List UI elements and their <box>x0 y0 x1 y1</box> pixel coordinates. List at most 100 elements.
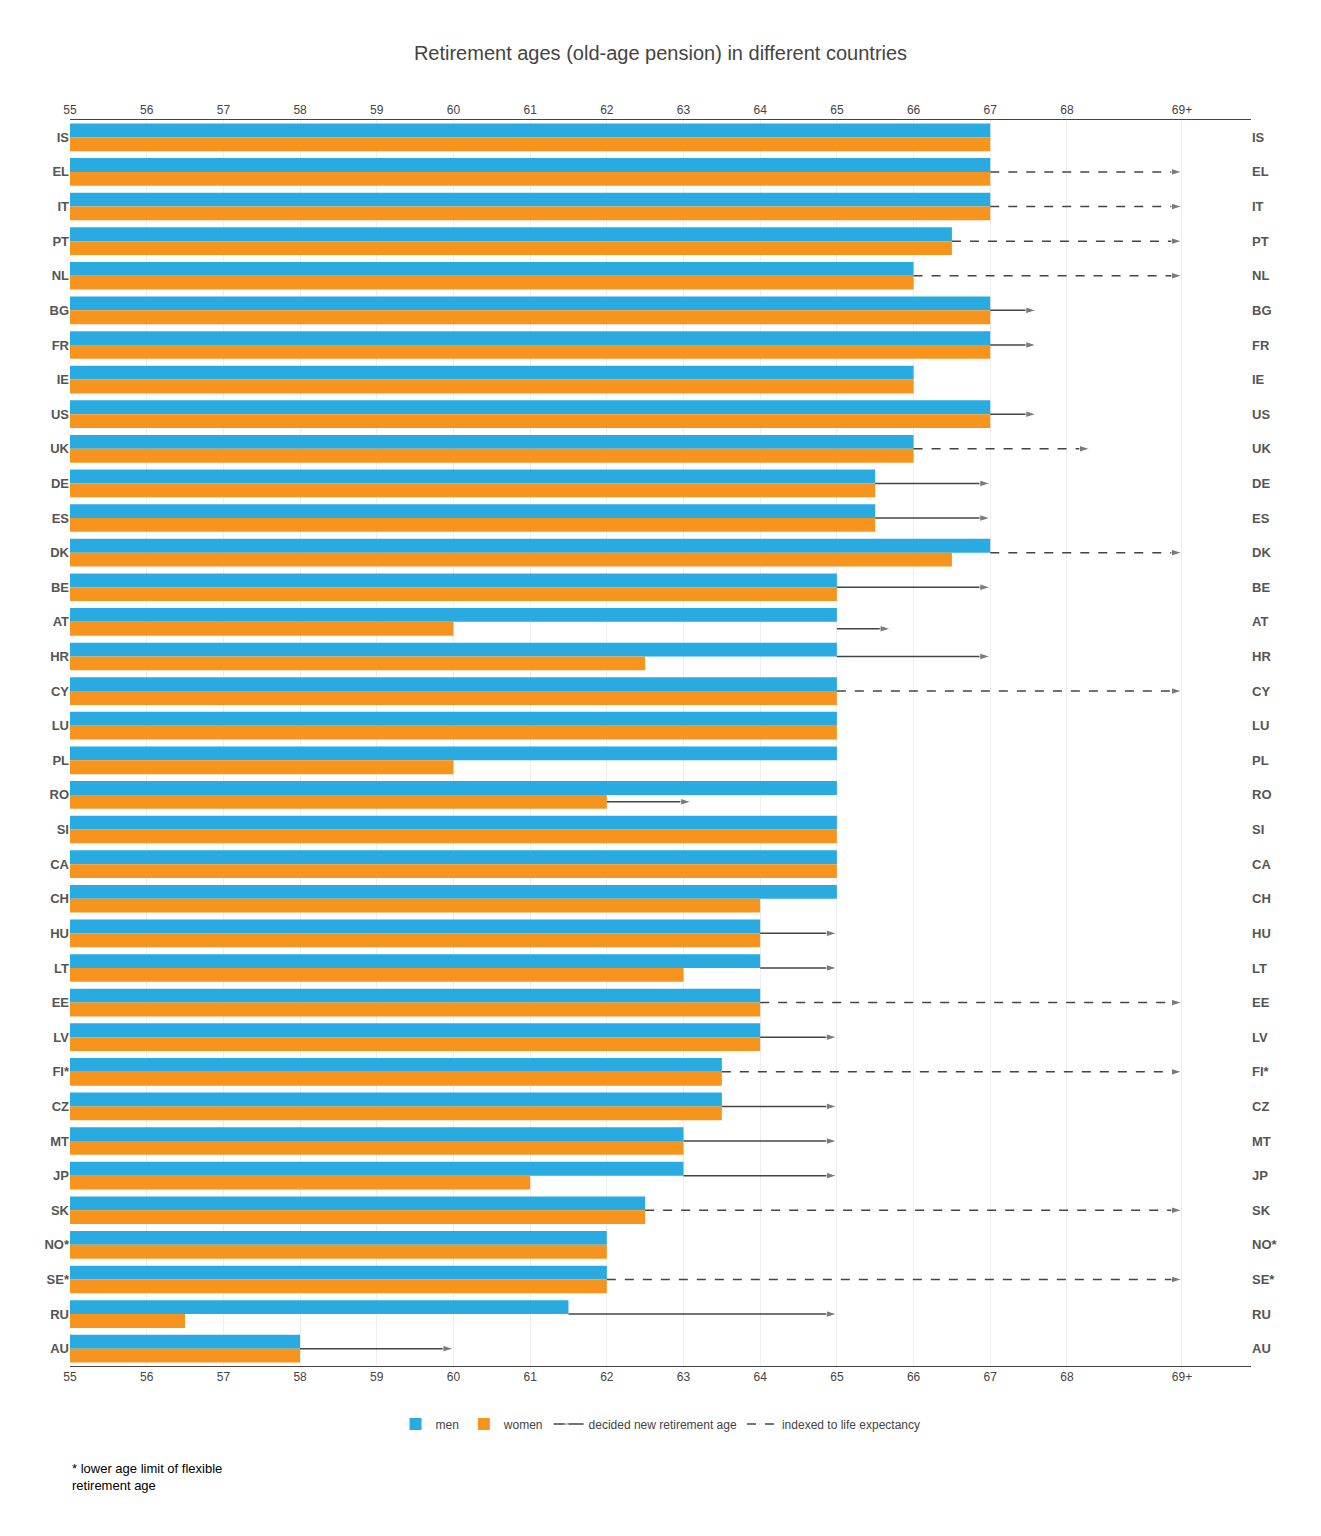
svg-text:FI*: FI* <box>1252 1064 1270 1079</box>
svg-text:64: 64 <box>754 103 768 117</box>
svg-text:58: 58 <box>293 103 307 117</box>
svg-text:IS: IS <box>57 130 70 145</box>
svg-text:NO*: NO* <box>1252 1237 1278 1252</box>
svg-text:DK: DK <box>1252 545 1271 560</box>
svg-text:LT: LT <box>1252 961 1267 976</box>
svg-text:EL: EL <box>52 164 69 179</box>
svg-text:68: 68 <box>1060 103 1074 117</box>
svg-text:ES: ES <box>52 511 70 526</box>
svg-text:JP: JP <box>53 1168 69 1183</box>
svg-text:IE: IE <box>1252 372 1265 387</box>
svg-text:CH: CH <box>50 891 69 906</box>
svg-text:65: 65 <box>830 103 844 117</box>
svg-text:decided new retirement age: decided new retirement age <box>589 1418 737 1432</box>
svg-text:67: 67 <box>984 1370 998 1384</box>
svg-text:NL: NL <box>1252 268 1269 283</box>
svg-text:DE: DE <box>1252 476 1270 491</box>
svg-text:men: men <box>436 1418 459 1432</box>
svg-text:LU: LU <box>1252 718 1269 733</box>
svg-text:CH: CH <box>1252 891 1271 906</box>
svg-text:67: 67 <box>984 103 998 117</box>
svg-text:FR: FR <box>52 338 70 353</box>
svg-text:DE: DE <box>51 476 69 491</box>
svg-text:64: 64 <box>754 1370 768 1384</box>
svg-text:68: 68 <box>1060 1370 1074 1384</box>
svg-text:60: 60 <box>447 1370 461 1384</box>
svg-text:PL: PL <box>52 753 69 768</box>
svg-text:58: 58 <box>293 1370 307 1384</box>
svg-text:CA: CA <box>1252 857 1271 872</box>
svg-text:55: 55 <box>63 1370 77 1384</box>
svg-text:SK: SK <box>51 1203 70 1218</box>
svg-text:MT: MT <box>50 1134 69 1149</box>
svg-text:IT: IT <box>57 199 69 214</box>
svg-text:LV: LV <box>1252 1030 1268 1045</box>
svg-text:AT: AT <box>1252 614 1268 629</box>
svg-text:MT: MT <box>1252 1134 1271 1149</box>
svg-text:62: 62 <box>600 103 614 117</box>
svg-text:65: 65 <box>830 1370 844 1384</box>
svg-text:UK: UK <box>1252 441 1271 456</box>
svg-text:PL: PL <box>1252 753 1269 768</box>
svg-text:DK: DK <box>50 545 69 560</box>
svg-text:Retirement ages (old-age pensi: Retirement ages (old-age pension) in dif… <box>414 42 907 64</box>
svg-text:RU: RU <box>50 1307 69 1322</box>
svg-text:EE: EE <box>1252 995 1270 1010</box>
svg-text:BE: BE <box>1252 580 1270 595</box>
svg-text:SK: SK <box>1252 1203 1271 1218</box>
svg-text:59: 59 <box>370 103 384 117</box>
svg-text:SI: SI <box>1252 822 1264 837</box>
svg-text:indexed to life expectancy: indexed to life expectancy <box>782 1418 920 1432</box>
svg-text:US: US <box>51 407 69 422</box>
svg-text:BE: BE <box>51 580 69 595</box>
svg-text:AT: AT <box>53 614 69 629</box>
svg-text:HU: HU <box>1252 926 1271 941</box>
svg-text:PT: PT <box>1252 234 1269 249</box>
svg-text:NL: NL <box>52 268 69 283</box>
svg-text:63: 63 <box>677 1370 691 1384</box>
svg-text:LT: LT <box>54 961 69 976</box>
svg-text:66: 66 <box>907 1370 921 1384</box>
svg-text:57: 57 <box>217 103 231 117</box>
svg-text:56: 56 <box>140 103 154 117</box>
svg-text:EL: EL <box>1252 164 1269 179</box>
svg-text:AU: AU <box>50 1341 69 1356</box>
svg-text:PT: PT <box>52 234 69 249</box>
svg-text:JP: JP <box>1252 1168 1268 1183</box>
svg-text:IE: IE <box>57 372 70 387</box>
svg-text:FR: FR <box>1252 338 1270 353</box>
svg-text:62: 62 <box>600 1370 614 1384</box>
svg-text:AU: AU <box>1252 1341 1271 1356</box>
svg-text:59: 59 <box>370 1370 384 1384</box>
svg-text:61: 61 <box>523 103 537 117</box>
svg-text:ES: ES <box>1252 511 1270 526</box>
svg-text:RO: RO <box>1252 787 1272 802</box>
svg-text:CZ: CZ <box>52 1099 69 1114</box>
svg-text:NO*: NO* <box>44 1237 70 1252</box>
svg-text:FI*: FI* <box>52 1064 70 1079</box>
svg-text:CY: CY <box>1252 684 1270 699</box>
svg-text:UK: UK <box>50 441 69 456</box>
svg-text:IS: IS <box>1252 130 1265 145</box>
svg-text:SI: SI <box>57 822 69 837</box>
svg-text:69+: 69+ <box>1172 1370 1192 1384</box>
svg-text:61: 61 <box>523 1370 537 1384</box>
svg-text:HU: HU <box>50 926 69 941</box>
svg-text:69+: 69+ <box>1172 103 1192 117</box>
svg-text:SE*: SE* <box>47 1272 70 1287</box>
svg-text:63: 63 <box>677 103 691 117</box>
svg-text:55: 55 <box>63 103 77 117</box>
svg-text:CA: CA <box>50 857 69 872</box>
svg-text:66: 66 <box>907 103 921 117</box>
svg-text:* lower age limit of flexibler: * lower age limit of flexibleretirement … <box>72 1461 222 1493</box>
svg-text:RO: RO <box>50 787 70 802</box>
svg-text:LU: LU <box>52 718 69 733</box>
svg-text:56: 56 <box>140 1370 154 1384</box>
svg-text:HR: HR <box>50 649 69 664</box>
svg-text:EE: EE <box>52 995 70 1010</box>
svg-text:CZ: CZ <box>1252 1099 1269 1114</box>
svg-text:57: 57 <box>217 1370 231 1384</box>
svg-text:BG: BG <box>1252 303 1272 318</box>
svg-text:SE*: SE* <box>1252 1272 1275 1287</box>
svg-text:US: US <box>1252 407 1270 422</box>
